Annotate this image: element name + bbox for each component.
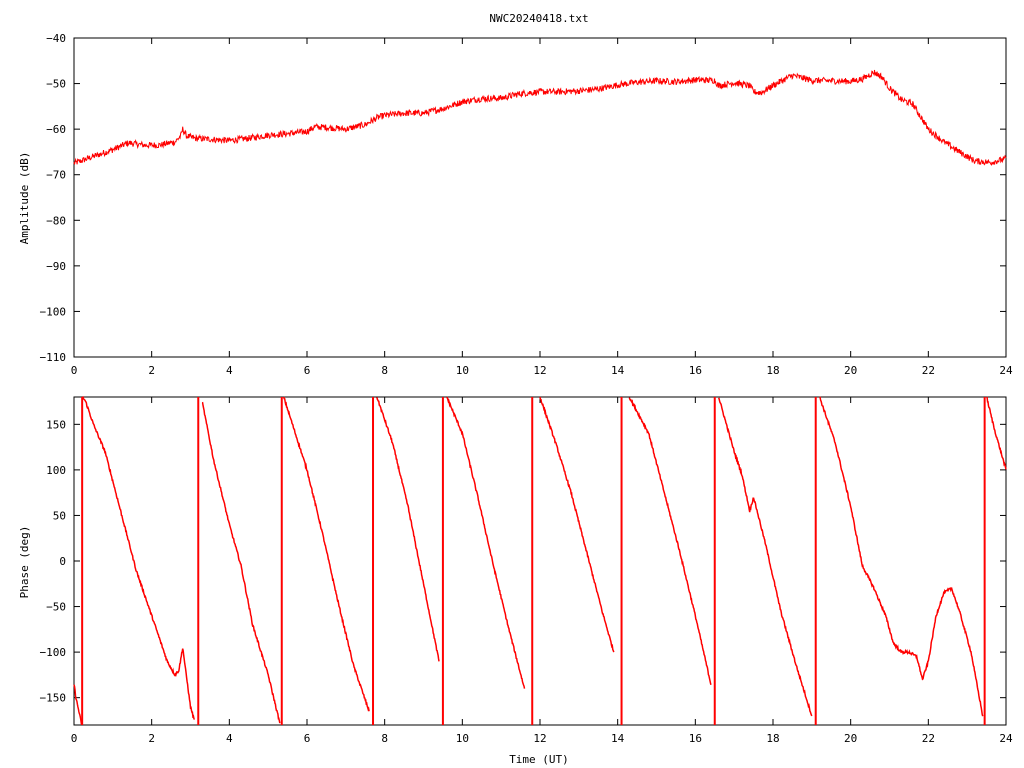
x-tick-label: 12 [533, 732, 546, 745]
phase-series-segment [717, 397, 813, 717]
x-tick-label: 4 [226, 732, 233, 745]
phase-series-segment [82, 396, 196, 720]
phase-series [73, 396, 1007, 725]
x-tick-label: 18 [766, 364, 779, 377]
phase-series-segment [73, 684, 83, 725]
y-tick-label: −50 [46, 601, 66, 614]
phase-series-segment [628, 397, 712, 685]
y-tick-label: 150 [46, 418, 66, 431]
y-tick-label: −40 [46, 32, 66, 45]
phase-y-axis-label: Phase (deg) [18, 526, 31, 599]
x-tick-label: 16 [689, 364, 702, 377]
amplitude-plot-frame [73, 37, 1007, 358]
x-tick-label: 4 [226, 364, 233, 377]
x-tick-label: 20 [844, 732, 857, 745]
x-tick-label: 8 [381, 732, 388, 745]
phase-series-segment [376, 397, 440, 662]
x-tick-label: 24 [999, 364, 1013, 377]
y-tick-label: −50 [46, 78, 66, 91]
phase-series-segment [985, 396, 1007, 470]
x-tick-label: 14 [611, 732, 625, 745]
phase-x-ticks: 0 2 4 6 8 10 12 14 16 18 20 22 24 [71, 397, 1013, 745]
y-tick-label: −60 [46, 123, 66, 136]
x-tick-label: 8 [381, 364, 388, 377]
phase-series-segment [539, 396, 615, 653]
y-tick-label: −100 [40, 305, 67, 318]
x-tick-label: 16 [689, 732, 702, 745]
y-tick-label: −80 [46, 214, 66, 227]
amplitude-panel: −40−50−60−70−80−90−100−110 0 2 4 6 8 10 12 14 16… [18, 32, 1013, 377]
x-tick-label: 2 [148, 732, 155, 745]
amplitude-x-ticks: 0 2 4 6 8 10 12 14 16 18 20 22 24 [71, 38, 1013, 377]
x-tick-label: 2 [148, 364, 155, 377]
x-tick-label: 12 [533, 364, 546, 377]
x-tick-label: 6 [304, 732, 311, 745]
x-tick-label: 10 [456, 732, 469, 745]
y-tick-label: −100 [40, 646, 67, 659]
x-tick-label: 20 [844, 364, 857, 377]
x-tick-label: 22 [922, 364, 935, 377]
phase-y-ticks: 150 100 50 0 −50 −100 −150 [40, 418, 1006, 705]
phase-series-segment [446, 396, 526, 689]
amplitude-series-line [73, 69, 1007, 166]
y-tick-label: −110 [40, 351, 67, 364]
x-tick-label: 0 [71, 364, 78, 377]
x-tick-label: 10 [456, 364, 469, 377]
phase-plot-frame [73, 396, 1007, 726]
y-tick-label: −150 [40, 692, 67, 705]
x-tick-label: 0 [71, 732, 78, 745]
y-tick-label: 100 [46, 464, 66, 477]
chart-title: NWC20240418.txt [489, 12, 588, 25]
phase-series-segment [201, 401, 281, 724]
phase-series-segment [819, 396, 984, 717]
y-tick-label: 50 [53, 509, 66, 522]
x-tick-label: 18 [766, 732, 779, 745]
x-tick-label: 24 [999, 732, 1013, 745]
y-tick-label: −90 [46, 260, 66, 273]
amplitude-y-ticks: −40 −50 −60 −70 −80 −90 −100 −110 [40, 32, 1006, 364]
phase-series-segment [282, 396, 370, 712]
y-tick-label: 0 [59, 555, 66, 568]
amplitude-y-axis-label: Amplitude (dB) [18, 152, 31, 245]
y-tick-label: −70 [46, 169, 66, 182]
x-tick-label: 6 [304, 364, 311, 377]
phase-x-axis-label: Time (UT) [509, 753, 569, 766]
x-tick-label: 22 [922, 732, 935, 745]
x-tick-label: 14 [611, 364, 625, 377]
